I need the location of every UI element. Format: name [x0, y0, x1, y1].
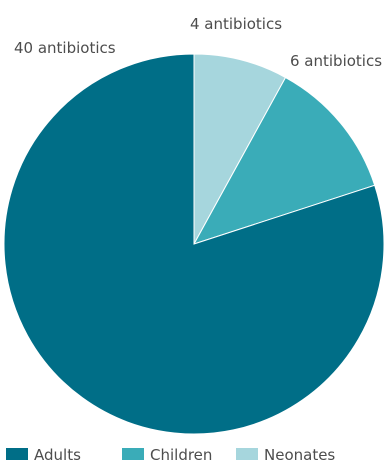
legend-item-neonates: Neonates [236, 446, 335, 464]
pie-slice-neonates [193, 53, 287, 245]
legend-label-neonates: Neonates [264, 446, 335, 464]
pie-slice-adults [3, 53, 385, 435]
legend-item-children: Children [122, 446, 212, 464]
legend-label-adults: Adults [34, 446, 81, 464]
data-labels: 4 antibiotics 6 antibiotics 40 antibiotics [14, 15, 382, 70]
legend-label-children: Children [150, 446, 212, 464]
legend: Adults Children Neonates [6, 446, 335, 464]
pie-slice-children [192, 76, 376, 245]
data-label-adults: 40 antibiotics [14, 39, 116, 57]
legend-swatch-children [122, 448, 144, 460]
legend-swatch-adults [6, 448, 28, 460]
data-label-neonates: 4 antibiotics [190, 15, 282, 33]
pie-slices [3, 53, 385, 435]
legend-swatch-neonates [236, 448, 258, 460]
legend-item-adults: Adults [6, 446, 81, 464]
data-label-children: 6 antibiotics [290, 52, 382, 70]
